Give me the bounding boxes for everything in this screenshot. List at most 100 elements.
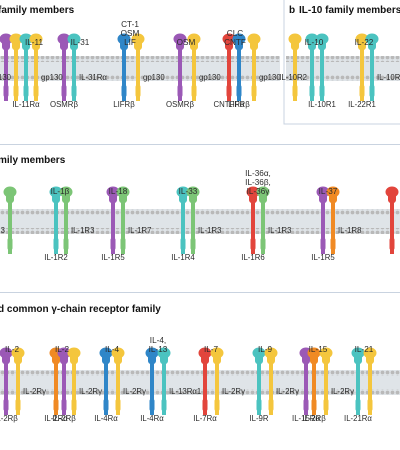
- receptor-chain: [29, 33, 43, 101]
- receptor-transmembrane: [215, 362, 219, 415]
- receptor-tail: [23, 85, 29, 97]
- ligand-label: IL-4, IL-13: [149, 336, 168, 354]
- receptor-tail: [236, 85, 242, 97]
- receptor-transmembrane: [121, 201, 125, 254]
- receptor-chain: [256, 186, 270, 254]
- receptor-label: IL-15Rα: [292, 414, 320, 423]
- receptor-domain-mid: [249, 193, 257, 203]
- receptor-domain-mid: [366, 354, 374, 364]
- receptor-chain: [222, 33, 236, 101]
- receptor-domain-mid: [160, 354, 168, 364]
- receptor-transmembrane: [320, 48, 324, 101]
- receptor-chain: [307, 347, 321, 415]
- receptor-tail: [53, 399, 59, 411]
- receptor-chain: [57, 33, 71, 101]
- receptor-domain-mid: [6, 193, 14, 203]
- receptor-tail: [191, 85, 197, 97]
- ligand-label: IL-18: [109, 187, 128, 196]
- receptor-chain: [49, 186, 63, 254]
- ligand-label: IL-10: [305, 38, 324, 47]
- receptor-domain-mid: [358, 40, 366, 50]
- receptor-transmembrane: [203, 362, 207, 415]
- receptor-label: 130: [0, 73, 12, 82]
- receptor-domain-mid: [267, 354, 275, 364]
- receptor-chain: [246, 186, 260, 254]
- receptor-chain: [288, 33, 302, 101]
- receptor-domain-mid: [12, 40, 20, 50]
- receptors-il10: IL-10R2 IL-10R1 IL-22R1 IL-10R2 IL-10 IL-22: [279, 33, 400, 109]
- receptor-chain: [0, 347, 13, 415]
- receptor-domain-mid: [120, 40, 128, 50]
- receptor-tail: [53, 238, 59, 250]
- receptor-tail: [190, 238, 196, 250]
- receptor-domain-mid: [148, 354, 156, 364]
- receptor-tail: [251, 85, 257, 97]
- receptor-transmembrane: [312, 362, 316, 415]
- receptor-tail: [103, 399, 109, 411]
- ligand-label: IL-21: [355, 345, 374, 354]
- receptor-label: IL-2Rγ: [222, 387, 245, 396]
- receptor-domain-mid: [201, 354, 209, 364]
- receptor-tail: [161, 399, 167, 411]
- receptor-domain-mid: [255, 354, 263, 364]
- receptor-domain-mid: [291, 40, 299, 50]
- receptor-transmembrane: [104, 362, 108, 415]
- receptor-transmembrane: [64, 201, 68, 254]
- receptor-tail: [330, 238, 336, 250]
- receptor-chain: [187, 33, 201, 101]
- receptor-domain-mid: [70, 354, 78, 364]
- receptor-transmembrane: [390, 201, 394, 254]
- receptor-chain: [99, 347, 113, 415]
- receptor-chain: [3, 186, 17, 254]
- ligand-label: IL-15: [309, 345, 328, 354]
- receptor-domain-mid: [189, 193, 197, 203]
- receptor-label: IL-2Rβ: [52, 414, 76, 423]
- panel-il6-family: family members 130 IL-11Rα gp130 OSMRβ IL-31…: [0, 5, 281, 109]
- receptor-chain: [145, 347, 159, 415]
- receptor-domain-mid: [114, 354, 122, 364]
- receptor-domain-mid: [235, 40, 243, 50]
- receptor-transmembrane: [257, 362, 261, 415]
- ligand-label: IL-22: [355, 38, 374, 47]
- ligand-label: IL-11: [25, 38, 43, 47]
- receptor-transmembrane: [122, 48, 126, 101]
- receptor-transmembrane: [136, 48, 140, 101]
- receptor-label: IL-2Rγ: [123, 387, 146, 396]
- receptor-chain: [355, 33, 369, 101]
- receptor-label: gp130: [143, 73, 165, 82]
- receptor-transmembrane: [72, 362, 76, 415]
- receptor-label: IL-2Rγ: [23, 387, 46, 396]
- receptor-tail: [226, 85, 232, 97]
- receptor-transmembrane: [360, 48, 364, 101]
- receptor-tail: [115, 399, 121, 411]
- receptor-label: IL-1R4: [171, 253, 195, 262]
- receptor-label: IL-10R2: [377, 73, 400, 82]
- receptor-transmembrane: [261, 201, 265, 254]
- receptor-label: R3: [0, 226, 5, 235]
- receptor-label: gp130: [259, 73, 281, 82]
- receptor-label: IL-9R: [249, 414, 268, 423]
- receptor-domain-mid: [388, 193, 396, 203]
- ligand-label: OSM: [177, 38, 196, 47]
- receptor-transmembrane: [321, 201, 325, 254]
- receptor-label: IL-1R3: [198, 226, 221, 235]
- receptor-transmembrane: [227, 48, 231, 101]
- receptor-chain: [198, 347, 212, 415]
- ligand-label: IL-1β: [51, 187, 70, 196]
- receptor-chain: [111, 347, 125, 415]
- receptor-domain-mid: [176, 40, 184, 50]
- receptor-chain: [365, 33, 379, 101]
- ligand-label: IL-36α, IL-36β, IL-36γ: [245, 169, 271, 196]
- receptor-domain-mid: [109, 193, 117, 203]
- receptor-label: IL-2Rβ: [302, 414, 326, 423]
- receptor-domain-mid: [354, 354, 362, 364]
- receptor-chain: [210, 347, 224, 415]
- receptor-chain: [315, 33, 329, 101]
- receptor-domain-mid: [190, 40, 198, 50]
- receptor-tail: [319, 85, 325, 97]
- receptor-label: IL-11Rα: [12, 100, 40, 109]
- receptor-transmembrane: [4, 362, 8, 415]
- receptor-transmembrane: [54, 362, 58, 415]
- receptor-transmembrane: [252, 48, 256, 101]
